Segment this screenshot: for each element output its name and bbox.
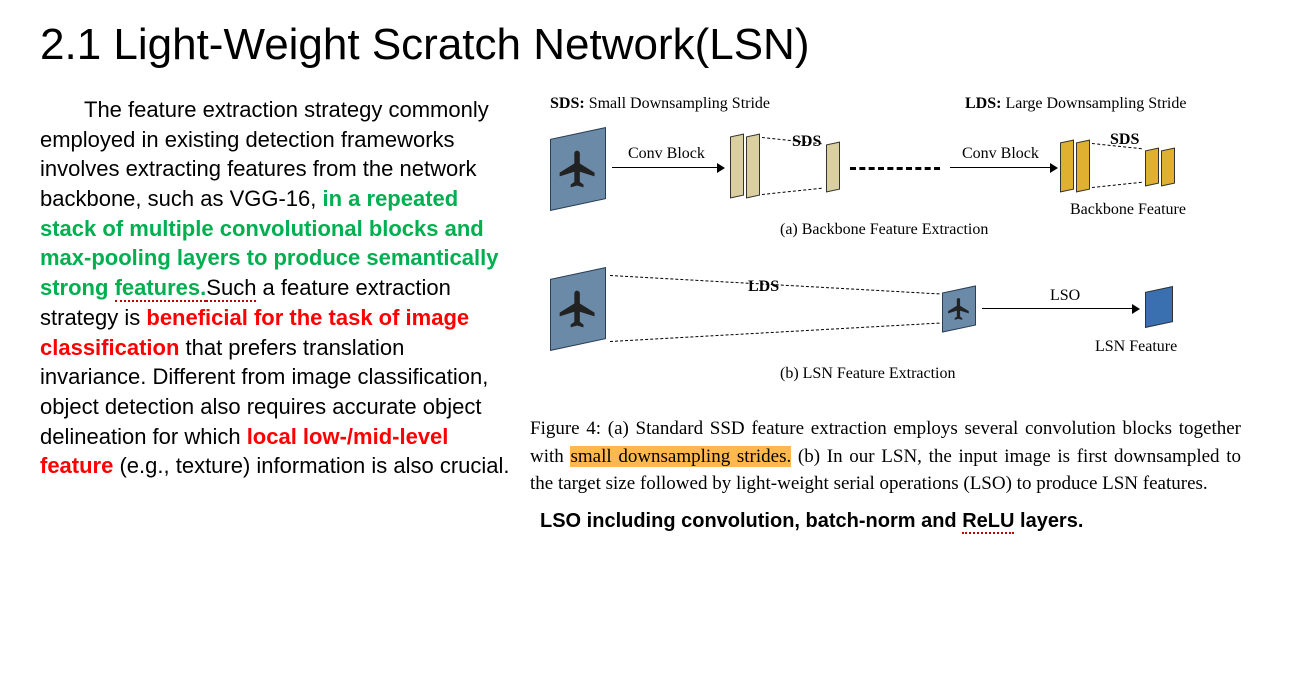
paragraph: The feature extraction strategy commonly… <box>40 95 510 481</box>
sub-caption-b: (b) LSN Feature Extraction <box>780 365 956 383</box>
lds-text: Large Downsampling Stride <box>1001 95 1186 112</box>
conv-block-label: Conv Block <box>628 145 705 163</box>
backbone-feature-label: Backbone Feature <box>1070 201 1186 219</box>
airplane-icon <box>556 287 600 331</box>
sds-mini-label: SDS <box>1110 131 1139 149</box>
tan-slab-small <box>826 142 840 193</box>
airplane-icon <box>556 147 600 191</box>
lso-label: LSO <box>1050 287 1080 305</box>
figure-diagram: SDS: Small Downsampling Stride LDS: Larg… <box>530 95 1261 395</box>
text-green-underline: features. <box>115 275 207 302</box>
lds-header: LDS: Large Downsampling Stride <box>965 95 1186 113</box>
text-underline: Such <box>206 275 256 302</box>
sds-bold: SDS: <box>550 95 585 112</box>
bottom-note: LSO including convolution, batch-norm an… <box>530 510 1261 533</box>
lds-bold: LDS: <box>965 95 1001 112</box>
sds-header: SDS: Small Downsampling Stride <box>550 95 770 113</box>
note-b: ReLU <box>962 510 1014 534</box>
figure-column: SDS: Small Downsampling Stride LDS: Larg… <box>530 95 1261 533</box>
yellow-slab <box>1060 140 1074 193</box>
conv-block-label: Conv Block <box>962 145 1039 163</box>
text-plain: (e.g., texture) information is also cruc… <box>113 453 509 478</box>
sub-caption-a: (a) Backbone Feature Extraction <box>780 221 988 239</box>
figure-caption: Figure 4: (a) Standard SSD feature extra… <box>530 415 1261 498</box>
input-image-b <box>550 267 606 351</box>
caption-highlight: small downsampling strides. <box>570 446 791 467</box>
thick-dash <box>850 167 940 170</box>
dash-line <box>1092 182 1142 188</box>
blue-slab <box>1145 286 1173 328</box>
lds-mini-label: LDS <box>748 278 779 296</box>
slide-title: 2.1 Light-Weight Scratch Network(LSN) <box>40 20 1261 70</box>
body-text: The feature extraction strategy commonly… <box>40 95 510 533</box>
note-a: LSO including convolution, batch-norm an… <box>540 510 962 532</box>
dash-line <box>762 188 822 195</box>
tan-slab <box>730 134 744 199</box>
input-image-a <box>550 127 606 211</box>
arrow <box>982 308 1132 309</box>
dash-line <box>610 323 940 342</box>
sds-text: Small Downsampling Stride <box>585 95 770 112</box>
yellow-slab-small <box>1161 148 1175 187</box>
airplane-icon <box>946 296 972 322</box>
tan-slab <box>746 134 760 199</box>
lsn-feature-label: LSN Feature <box>1095 338 1177 356</box>
arrow <box>612 167 717 168</box>
content-row: The feature extraction strategy commonly… <box>40 95 1261 533</box>
yellow-slab-small <box>1145 148 1159 187</box>
note-c: layers. <box>1014 510 1083 532</box>
arrow <box>950 167 1050 168</box>
yellow-slab <box>1076 140 1090 193</box>
downsampled-image <box>942 285 976 332</box>
sds-mini-label: SDS <box>792 133 821 151</box>
